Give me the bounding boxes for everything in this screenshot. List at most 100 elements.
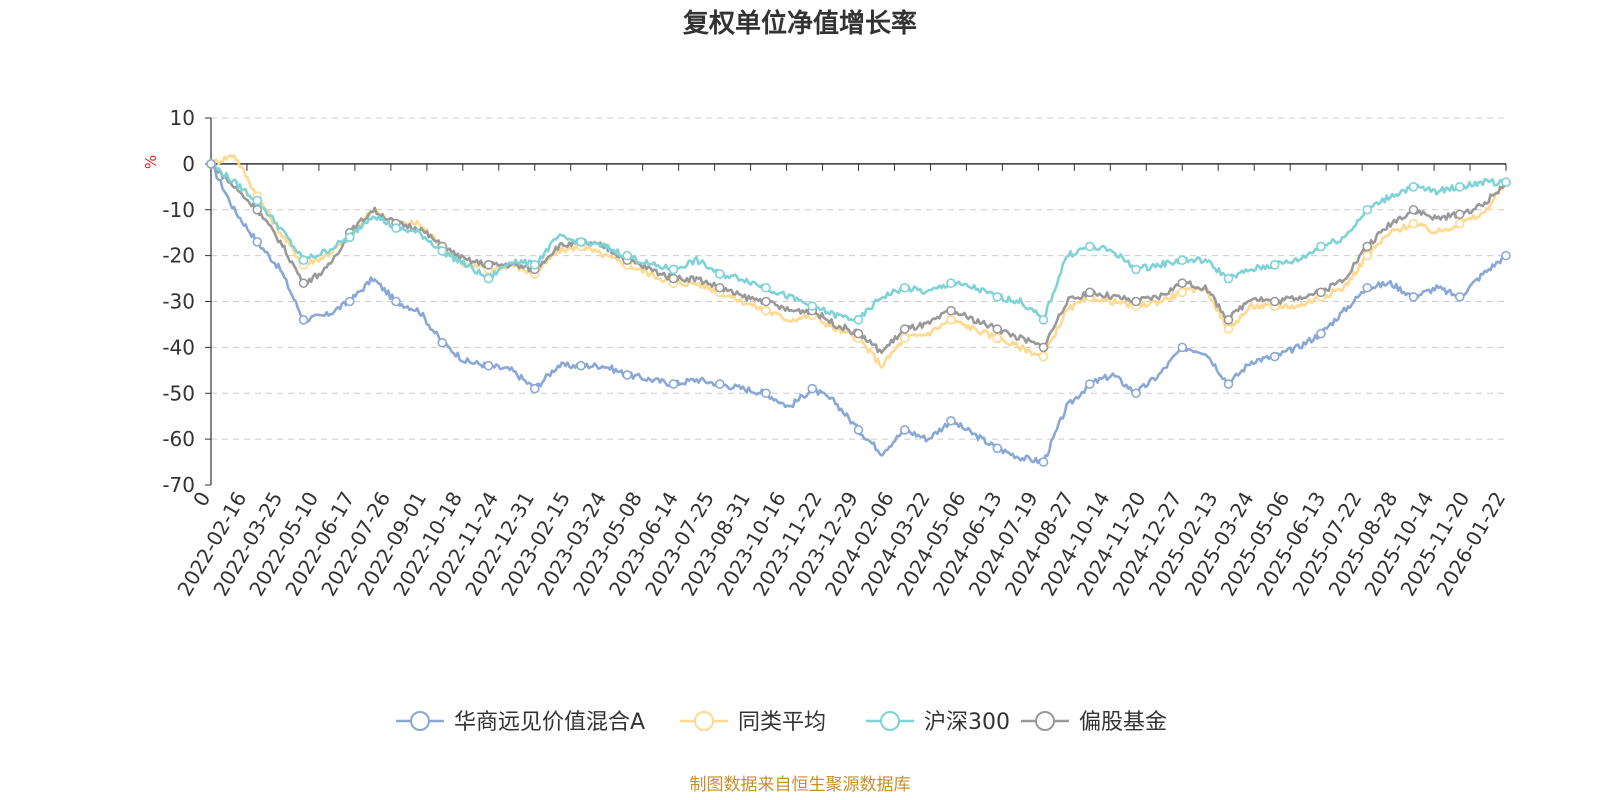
series-marker — [1084, 379, 1095, 389]
series-marker — [1223, 315, 1234, 325]
series-marker — [1316, 287, 1326, 298]
legend[interactable]: 华商远见价值混合A 同类平均 沪深300 偏股基金 — [396, 710, 1167, 735]
series-line — [209, 163, 1508, 322]
series-marker — [761, 282, 771, 293]
series-marker — [1223, 379, 1234, 389]
data-source-note: 制图数据来自恒生聚源数据库 — [690, 775, 911, 795]
series-marker — [1131, 264, 1141, 275]
series-marker — [1038, 457, 1049, 467]
series-marker — [437, 246, 448, 256]
series-marker — [1362, 282, 1373, 293]
series-marker — [1223, 324, 1234, 334]
series-marker — [1454, 209, 1465, 220]
series-marker — [899, 425, 910, 435]
series-marker — [1084, 287, 1095, 298]
x-tick-label: 0 — [188, 488, 215, 511]
series-marker — [807, 383, 818, 394]
series-marker — [391, 296, 401, 307]
series-marker — [992, 333, 1003, 344]
y-tick-label: -10 — [162, 198, 195, 222]
series-marker — [946, 278, 956, 288]
series-marker — [946, 305, 956, 316]
series-marker — [899, 282, 910, 293]
y-tick-label: -60 — [162, 427, 195, 451]
series-marker — [344, 296, 355, 307]
series-marker — [437, 337, 448, 348]
series-marker — [992, 443, 1003, 454]
series-marker — [576, 237, 586, 247]
series-marker — [992, 292, 1003, 302]
series-marker — [668, 264, 679, 275]
series-marker — [1038, 315, 1049, 325]
series-marker — [807, 301, 818, 311]
series-marker — [1362, 241, 1373, 252]
series-marker — [1269, 296, 1280, 307]
series-marker — [992, 324, 1003, 334]
series-marker — [298, 278, 309, 288]
y-tick-label: -20 — [162, 244, 195, 268]
series-marker — [1269, 351, 1280, 362]
legend-marker-icon — [694, 711, 714, 731]
chart-title: 复权单位净值增长率 — [683, 8, 917, 39]
series-marker — [252, 195, 263, 206]
series-marker — [252, 204, 263, 215]
legend-item[interactable]: 同类平均 — [680, 710, 826, 735]
legend-item[interactable]: 偏股基金 — [1021, 710, 1167, 735]
series-marker — [1362, 204, 1373, 215]
series-marker — [529, 383, 540, 394]
legend-label: 同类平均 — [738, 710, 826, 735]
series-marker — [946, 315, 956, 325]
series-marker — [344, 232, 355, 243]
legend-marker-icon — [410, 711, 430, 731]
legend-item[interactable]: 沪深300 — [866, 710, 1010, 735]
series-marker — [714, 269, 725, 279]
series-marker — [1177, 342, 1188, 353]
series-marker — [1131, 388, 1141, 399]
series-marker — [206, 159, 216, 169]
series-marker — [529, 259, 540, 270]
x-axis: 02022-02-162022-03-252022-05-102022-06-1… — [172, 163, 1510, 600]
series-marker — [1177, 255, 1188, 266]
series-marker — [1454, 182, 1465, 192]
legend-label: 偏股基金 — [1079, 710, 1167, 735]
series-marker — [1408, 292, 1419, 302]
series-marker — [483, 273, 494, 284]
series-marker — [1408, 218, 1419, 229]
y-tick-label: 10 — [170, 106, 195, 130]
series-marker — [483, 259, 494, 270]
y-tick-label: 0 — [182, 152, 195, 176]
series-marker — [761, 388, 771, 399]
series-marker — [1177, 287, 1188, 298]
series-marker — [761, 305, 771, 316]
series-marker — [761, 296, 771, 307]
y-tick-label: -30 — [162, 290, 195, 314]
series-marker — [391, 223, 401, 233]
series-marker — [1084, 241, 1095, 252]
series-marker — [1454, 218, 1465, 229]
series-marker — [622, 370, 633, 380]
series-marker — [1038, 351, 1049, 362]
legend-item[interactable]: 华商远见价值混合A — [396, 710, 645, 735]
series-marker — [853, 425, 864, 435]
y-axis: 10 0 -10 -20 -30 -40 -50 -60 -70 — [162, 106, 212, 497]
series-marker — [298, 255, 309, 266]
series-marker — [1362, 250, 1373, 261]
legend-label: 沪深300 — [924, 710, 1010, 735]
series-marker — [576, 360, 586, 371]
legend-label: 华商远见价值混合A — [454, 710, 645, 735]
y-tick-label: -50 — [162, 381, 195, 405]
series-marker — [1269, 259, 1280, 270]
series-marker — [1223, 273, 1234, 284]
series-line — [210, 162, 1507, 465]
series-marker — [1454, 292, 1465, 302]
y-axis-unit-label: % — [142, 155, 160, 169]
series-marker — [668, 379, 679, 389]
series-marker — [1131, 296, 1141, 307]
series-marker — [668, 273, 679, 284]
series-marker — [1038, 342, 1049, 353]
series-marker — [622, 250, 633, 261]
legend-marker-icon — [1035, 711, 1055, 731]
series-marker — [899, 324, 910, 334]
series-marker — [298, 315, 309, 325]
